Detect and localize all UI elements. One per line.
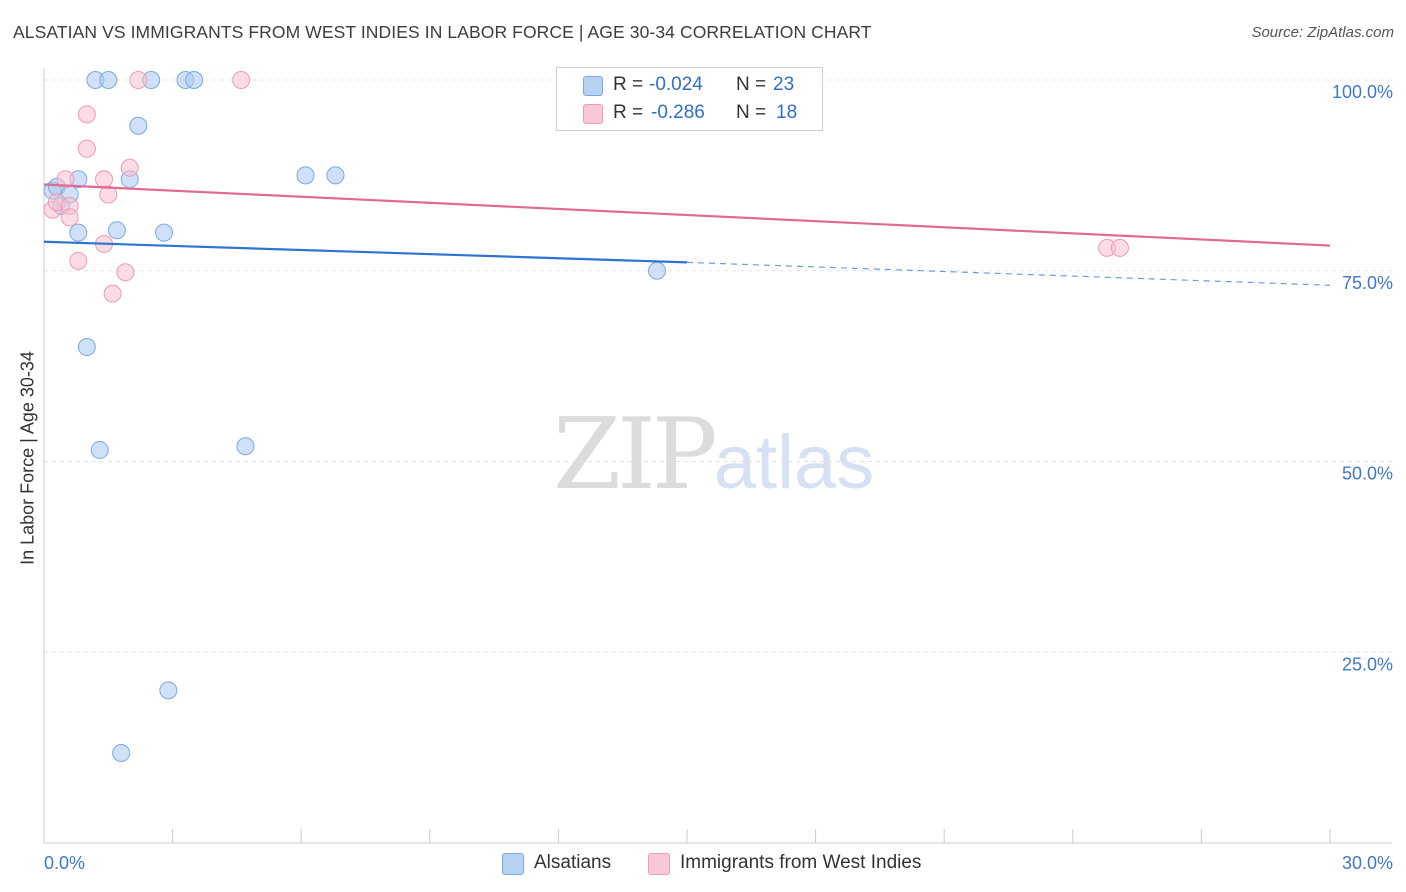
point-west-indies [129, 71, 148, 89]
y-tick-label: 75.0% [1342, 273, 1393, 293]
point-west-indies [69, 251, 88, 270]
source-label: Source: ZipAtlas.com [1251, 24, 1394, 41]
point-alsatians [77, 338, 96, 357]
point-alsatians [107, 221, 126, 240]
trend-line-alsatians [43, 240, 688, 264]
point-alsatians [155, 223, 174, 242]
legend-r-label: R = [613, 74, 644, 95]
bottom-legend-label-west-indies: Immigrants from West Indies [680, 852, 922, 873]
point-alsatians [159, 681, 178, 700]
legend-r-label: R = [613, 102, 644, 123]
watermark-zip: ZIP [553, 398, 718, 512]
watermark: ZIPatlas [553, 398, 874, 512]
point-alsatians [99, 71, 118, 89]
point-alsatians [90, 441, 109, 460]
point-west-indies [232, 71, 251, 89]
x-tick-label-max: 30.0% [1342, 853, 1393, 873]
legend-swatch-west-indies [583, 104, 603, 124]
stats-legend: R = -0.024 N = 23 R = -0.286 N = 18 [556, 67, 823, 131]
bottom-legend-swatch-west-indies [648, 853, 670, 875]
legend-r-value-west-indies: -0.286 [651, 102, 705, 123]
watermark-atlas: atlas [713, 420, 875, 505]
point-west-indies [1110, 238, 1129, 257]
chart-title: ALSATIAN VS IMMIGRANTS FROM WEST INDIES … [13, 22, 872, 42]
y-tick-label: 25.0% [1342, 654, 1393, 674]
trend-line-west-indies [43, 183, 1331, 247]
point-alsatians [236, 437, 255, 456]
legend-r-value-alsatians: -0.024 [649, 74, 703, 95]
point-west-indies [95, 170, 114, 189]
x-tick-label-min: 0.0% [44, 853, 85, 873]
y-tick-label: 50.0% [1342, 464, 1393, 484]
point-west-indies [116, 263, 135, 282]
point-west-indies [56, 170, 75, 189]
point-west-indies [120, 158, 139, 177]
point-alsatians [112, 743, 131, 762]
point-west-indies [77, 105, 96, 124]
point-alsatians [129, 116, 148, 135]
legend-n-label: N = [736, 74, 767, 95]
point-alsatians [326, 166, 345, 185]
point-alsatians [185, 71, 204, 89]
legend-n-label: N = [736, 102, 767, 123]
y-axis-label: In Labor Force | Age 30-34 [17, 351, 38, 565]
legend-swatch-alsatians [583, 76, 603, 96]
legend-n-value-west-indies: 18 [776, 102, 798, 123]
y-tick-label: 100.0% [1332, 82, 1393, 102]
bottom-legend-label-alsatians: Alsatians [534, 852, 612, 873]
point-west-indies [99, 185, 118, 204]
legend-n-value-alsatians: 23 [773, 74, 795, 95]
point-west-indies [60, 208, 79, 227]
bottom-legend-swatch-alsatians [502, 853, 524, 875]
point-alsatians [296, 166, 315, 185]
point-alsatians [69, 223, 88, 242]
trend-line-extension-alsatians [686, 261, 1331, 286]
point-west-indies [77, 139, 96, 158]
point-alsatians [647, 261, 666, 280]
point-west-indies [103, 284, 122, 303]
